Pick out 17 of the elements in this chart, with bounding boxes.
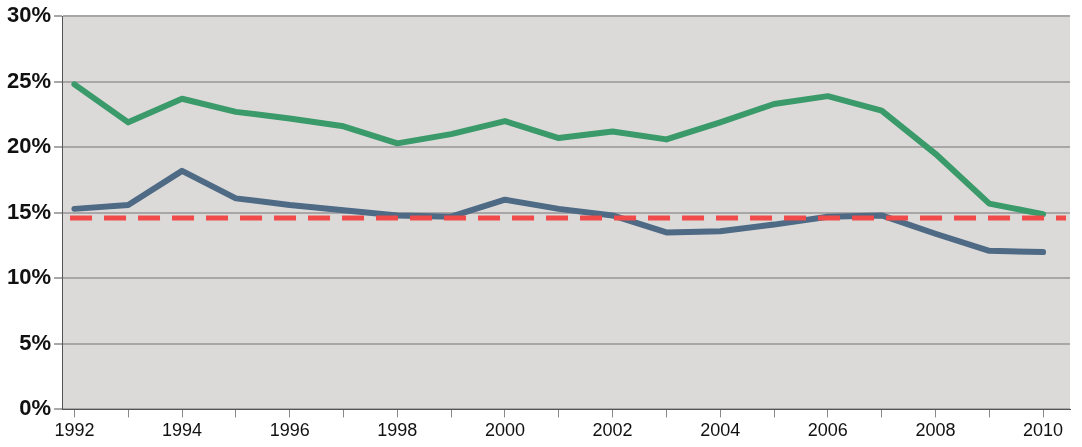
y-tick-label: 5% [19, 329, 52, 355]
y-tick-label: 20% [6, 133, 52, 159]
y-tick-label: 25% [6, 67, 52, 93]
y-tick-label: 15% [6, 198, 52, 224]
x-tick-label: 2002 [592, 420, 633, 441]
x-tick-label: 2006 [807, 420, 848, 441]
x-tick-label: 1998 [377, 420, 418, 441]
x-tick-label: 2000 [484, 420, 525, 441]
y-tick-label: 30% [6, 2, 52, 28]
y-tick-label: 0% [19, 395, 52, 421]
x-tick-label: 1996 [269, 420, 310, 441]
x-tick-label: 2008 [915, 420, 956, 441]
x-tick-label: 2010 [1023, 420, 1064, 441]
y-tick-label: 10% [6, 264, 52, 290]
x-tick-label: 1992 [54, 420, 95, 441]
x-tick-label: 1994 [162, 420, 203, 441]
x-tick-label: 2004 [700, 420, 741, 441]
